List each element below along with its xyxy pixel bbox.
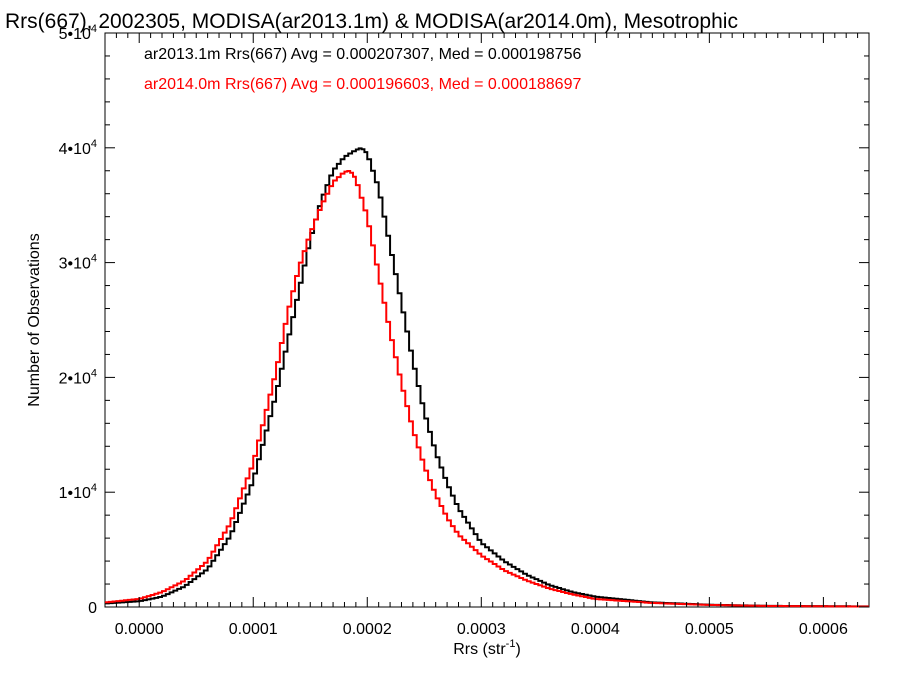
x-tick-label: 0.0001 — [229, 621, 278, 638]
y-tick-label: 3•104 — [59, 253, 97, 273]
chart-title: Rrs(667), 2002305, MODISA(ar2013.1m) & M… — [5, 10, 738, 33]
series-layer — [105, 147, 869, 608]
x-tick-label: 0.0000 — [115, 621, 164, 638]
axis-layer: 0.0000 0.0001 0.0002 0.0003 0.0004 0.0005 0.00… — [59, 23, 869, 638]
x-tick-label: 0.0003 — [457, 621, 506, 638]
legend: ar2013.1m Rrs(667) Avg = 0.000207307, Me… — [144, 46, 581, 93]
x-axis-label: Rrs (str-1) — [453, 638, 521, 658]
series-line-ar2013.1m — [105, 147, 869, 608]
legend-entry-ar2013.1m: ar2013.1m Rrs(667) Avg = 0.000207307, Me… — [144, 46, 581, 63]
plot-frame — [104, 32, 870, 608]
y-axis-label: Number of Observations — [26, 233, 43, 406]
x-tick-label: 0.0002 — [343, 621, 392, 638]
y-tick-label: 1•104 — [59, 482, 97, 502]
y-tick-label: 5•104 — [59, 23, 97, 43]
x-tick-label: 0.0005 — [685, 621, 734, 638]
legend-entry-ar2014.0m: ar2014.0m Rrs(667) Avg = 0.000196603, Me… — [144, 76, 581, 93]
y-tick-label: 0 — [88, 600, 97, 617]
y-tick-label: 2•104 — [59, 367, 97, 387]
x-tick-label: 0.0006 — [799, 621, 848, 638]
x-tick-label: 0.0004 — [571, 621, 620, 638]
series-line-ar2014.0m — [105, 170, 869, 608]
y-tick-label: 4•104 — [59, 138, 97, 158]
